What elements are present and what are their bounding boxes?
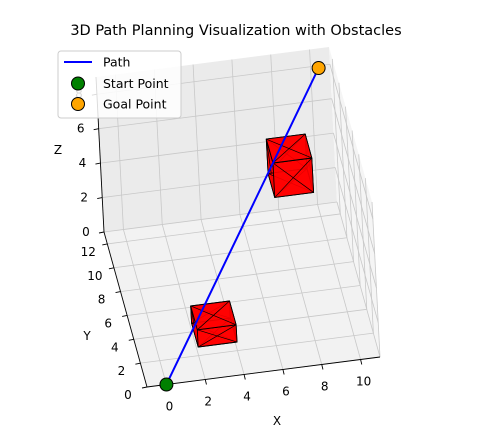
x-tick-mark [360, 359, 363, 365]
path-line [165, 67, 320, 385]
y-tick-label: 0 [124, 388, 132, 402]
path-series [165, 67, 320, 385]
x-axis-line [146, 356, 381, 388]
obstacle-edge [197, 329, 238, 343]
y-gridline [364, 178, 374, 334]
z-gridline [333, 133, 377, 289]
x-gridline [278, 209, 323, 365]
z-gridline [331, 98, 376, 254]
z-gridline [329, 64, 374, 220]
y-gridline [133, 308, 367, 340]
x-tick-mark [282, 369, 285, 375]
x-gridline [123, 229, 167, 385]
obstacles [190, 133, 315, 348]
y-gridline [338, 82, 348, 238]
y-axis-label: Y [82, 329, 91, 343]
y-tick-label: 6 [104, 316, 112, 330]
z-tick-mark [97, 197, 103, 199]
y-tick-label: 10 [87, 269, 102, 283]
right-wall-pane [329, 47, 380, 357]
x-tick-label: 8 [321, 380, 329, 394]
x-gridline [239, 214, 284, 370]
goal-point-marker [311, 61, 326, 76]
obstacle-1 [190, 300, 238, 348]
x-tick-label: 0 [166, 400, 174, 414]
z-gridline [98, 98, 332, 130]
start-point-marker [159, 377, 174, 392]
y-gridline [127, 285, 361, 316]
z-tick-label: 0 [82, 225, 90, 239]
z-tick-label: 6 [77, 122, 85, 136]
x-axis-label: X [273, 414, 281, 428]
x-gridline [231, 59, 241, 215]
y-gridline [107, 213, 341, 245]
y-gridline [358, 154, 368, 310]
x-tick-label: 6 [282, 385, 290, 399]
x-gridline [200, 219, 245, 375]
x-tick-label: 10 [356, 375, 371, 389]
z-tick-label: 4 [79, 156, 87, 170]
y-axis-line [103, 231, 148, 388]
floor-pane [104, 202, 380, 387]
z-gridline [336, 201, 381, 358]
y-gridline [331, 58, 341, 214]
y-tick-label: 4 [111, 340, 119, 354]
x-gridline [192, 64, 202, 220]
z-tick-mark [98, 231, 105, 234]
legend-start-label: Start Point [103, 76, 169, 91]
obstacle-edge [272, 162, 314, 193]
obstacle-edge [190, 305, 237, 326]
y-tick-label: 8 [98, 293, 106, 307]
y-gridline [120, 261, 354, 293]
y-tick-mark [102, 243, 108, 246]
x-tick-mark [321, 364, 324, 370]
x-tick-mark [243, 374, 246, 380]
y-tick-mark [141, 386, 148, 389]
legend-path-label: Path [103, 55, 130, 70]
y-tick-mark [115, 291, 121, 294]
obstacle-edge [266, 138, 312, 159]
z-tick-mark [95, 162, 101, 165]
legend-start-swatch [71, 76, 85, 91]
y-gridline [345, 106, 354, 262]
z-gridline [103, 201, 338, 233]
point-markers [159, 61, 326, 392]
legend-frame [57, 50, 182, 119]
y-tick-label: 2 [118, 364, 126, 378]
z-gridline [334, 167, 379, 323]
x-tick-label: 4 [243, 390, 251, 404]
y-tick-mark [128, 338, 134, 341]
y-tick-mark [135, 362, 141, 365]
y-tick-mark [108, 267, 115, 270]
y-gridline [351, 130, 361, 286]
x-tick-label: 2 [204, 395, 212, 409]
z-axis-label: Z [54, 143, 62, 157]
legend-goal-label: Goal Point [103, 97, 167, 112]
x-gridline [317, 204, 361, 360]
z-tick-label: 2 [80, 191, 88, 205]
x-tick-mark [204, 379, 207, 385]
x-gridline [309, 49, 318, 205]
obstacle-2 [265, 133, 315, 198]
y-tick-mark [122, 315, 128, 317]
chart-title: 3D Path Planning Visualization with Obst… [70, 23, 401, 39]
y-tick-label: 12 [81, 245, 96, 259]
legend: Path Start Point Goal Point [57, 50, 182, 119]
z-tick-mark [93, 128, 99, 131]
x-gridline [161, 224, 206, 380]
grid-lines [96, 49, 381, 388]
legend-goal-swatch [71, 97, 85, 111]
y-gridline [371, 201, 381, 358]
